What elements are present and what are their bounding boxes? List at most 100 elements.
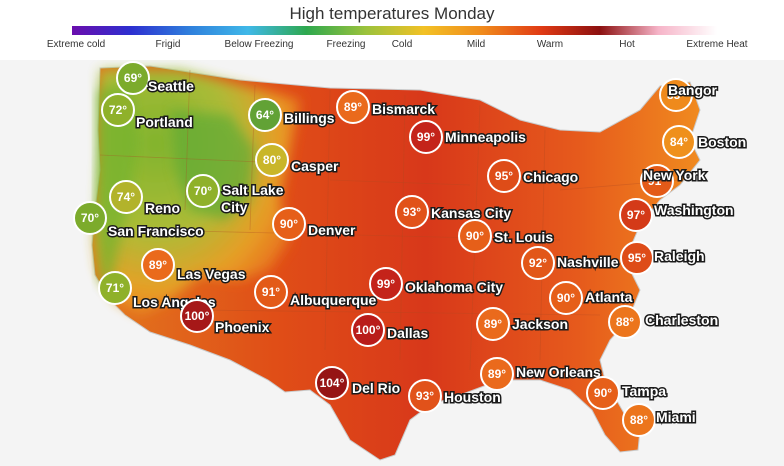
temp-value-salt-lake-city: 70° [194,184,212,198]
legend-label-mild: Mild [466,39,486,50]
city-label-denver: Denver [308,222,356,238]
legend-label-warm: Warm [536,39,564,50]
temp-value-new-york: 91° [648,174,666,188]
temp-badge-casper [255,143,289,177]
city-label-casper: Casper [291,158,339,174]
city-label-dallas: Dallas [387,325,428,341]
city-label-seattle: Seattle [148,78,194,94]
temp-value-portland: 72° [109,103,127,117]
state-borders [99,69,681,371]
city-marker-bangor: 85°Bangor [659,78,719,112]
temp-badge-reno [109,180,143,214]
temp-value-denver: 90° [280,217,298,231]
temp-badge-las-vegas [141,248,175,282]
city-label-new-orleans: New Orleans [516,364,601,380]
temp-badge-st-louis [458,219,492,253]
city-label-del-rio: Del Rio [352,380,400,396]
city-label-salt-lake-city: Salt Lake [222,182,284,198]
city-marker-reno: 74° Reno [109,180,182,218]
temp-badge-denver [272,207,306,241]
temp-badge-new-orleans [480,357,514,391]
legend-label-below-freezing: Below Freezing [224,39,294,50]
city-label-boston: Boston [698,134,746,150]
temp-value-nashville: 92° [529,256,547,270]
map-header: High temperatures Monday Extreme cold Fr… [0,0,784,60]
temp-badge-bangor [659,78,693,112]
temp-value-washington: 97° [627,208,645,222]
temp-badge-minneapolis [409,120,443,154]
temp-value-raleigh: 95° [628,251,646,265]
city-marker-jackson: 89° Jackson [476,307,570,341]
city-marker-chicago: 95° Chicago [487,159,580,193]
temp-value-phoenix: 100° [185,309,210,323]
city-label-jackson: Jackson [512,316,568,332]
temp-value-atlanta: 90° [557,291,575,305]
temp-badge-kansas-city [395,195,429,229]
city-markers: 69° Seattle 72° Portland 64° Billings 89° Bisma… [73,61,748,437]
city-marker-kansas-city: 93° Kansas City [395,195,513,229]
temp-value-san-francisco: 70° [81,211,99,225]
city-marker-charleston: 88° Charleston [608,305,720,339]
temp-badge-new-york [640,164,674,198]
temp-badge-atlanta [549,281,583,315]
temp-badge-dallas [351,313,385,347]
city-label-minneapolis: Minneapolis [445,129,526,145]
temp-badge-raleigh [620,241,654,275]
temp-value-st-louis: 90° [466,229,484,243]
temp-value-tampa: 90° [594,386,612,400]
legend-label-cold: Cold [391,39,413,50]
temp-badge-albuquerque [254,275,288,309]
temp-badge-salt-lake-city [186,174,220,208]
temp-value-bangor: 85° [667,88,685,102]
map-area[interactable]: 69° Seattle 72° Portland 64° Billings 89° Bisma… [0,60,784,466]
temp-value-billings: 64° [256,108,274,122]
temp-badge-chicago [487,159,521,193]
city-label-oklahoma-city: Oklahoma City [405,279,503,295]
city-label-charleston: Charleston [645,312,718,328]
temp-value-minneapolis: 99° [417,130,435,144]
city-label-reno: Reno [145,200,180,216]
temp-value-charleston: 88° [616,315,634,329]
temp-value-chicago: 95° [495,169,513,183]
city-label-albuquerque: Albuquerque [290,292,377,308]
city-label-san-francisco: San Francisco [108,223,204,239]
city-marker-minneapolis: 99° Minneapolis [409,120,528,154]
temp-value-del-rio: 104° [320,376,345,390]
city-marker-seattle: 69° Seattle [116,61,196,96]
city-label-bangor: Bangor [668,82,718,98]
temp-badge-seattle [116,61,150,95]
city-label-portland: Portland [136,114,193,130]
city-marker-washington: 97° Washington [619,198,735,232]
temp-badge-nashville [521,246,555,280]
temp-value-miami: 88° [630,413,648,427]
city-label-tampa: Tampa [622,383,666,399]
temperature-legend-bar [72,26,717,35]
city-label-raleigh: Raleigh [654,248,705,264]
city-marker-miami: 88° Miami [622,403,697,437]
temp-badge-portland [101,93,135,127]
city-label-kansas-city: Kansas City [431,205,511,221]
legend-label-freezing: Freezing [326,39,366,50]
city-marker-billings: 64° Billings [248,98,336,132]
city-marker-st-louis: 90° St. Louis [458,219,555,253]
city-label-washington: Washington [654,202,734,218]
temp-badge-miami [622,403,656,437]
city-marker-atlanta: 90° Atlanta [549,281,634,315]
city-label-houston: Houston [444,389,501,405]
city-marker-casper: 80° Casper [255,143,341,177]
temp-badge-del-rio [315,366,349,400]
city-marker-san-francisco: 70° San Francisco [73,201,205,241]
city-label-billings: Billings [284,110,335,126]
city-label-phoenix: Phoenix [215,319,270,335]
temp-badge-houston [408,379,442,413]
legend-label-extreme-heat: Extreme Heat [686,39,748,50]
city-label-bismarck: Bismarck [372,101,435,117]
temp-value-las-vegas: 89° [149,258,167,272]
city-marker-nashville: 92° Nashville [521,246,620,280]
legend-label-frigid: Frigid [155,39,181,50]
city-marker-portland: 72° Portland [101,93,194,132]
temp-value-houston: 93° [416,389,434,403]
temp-value-seattle: 69° [124,71,142,85]
temp-value-jackson: 89° [484,317,502,331]
